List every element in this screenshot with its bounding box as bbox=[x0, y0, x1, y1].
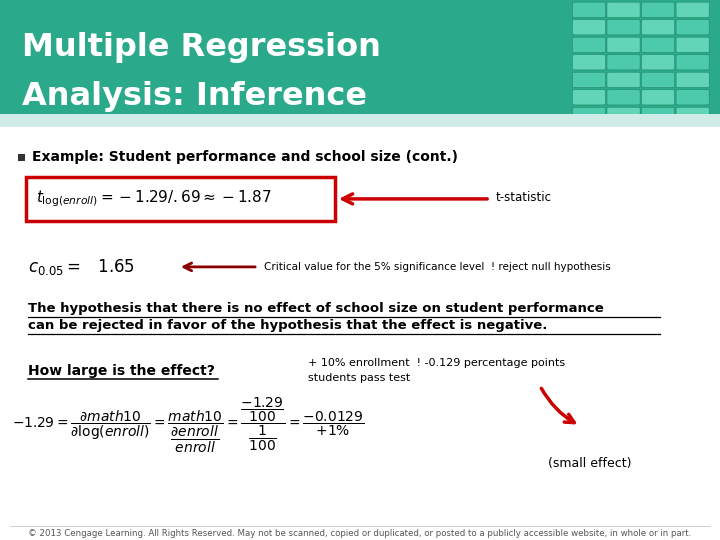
FancyBboxPatch shape bbox=[607, 37, 640, 52]
Text: $c_{0.05} = \;\;\; 1.65$: $c_{0.05} = \;\;\; 1.65$ bbox=[28, 257, 135, 277]
Text: students pass test: students pass test bbox=[308, 373, 410, 383]
FancyBboxPatch shape bbox=[642, 2, 675, 17]
FancyBboxPatch shape bbox=[642, 72, 675, 87]
FancyBboxPatch shape bbox=[676, 37, 709, 52]
Text: (small effect): (small effect) bbox=[548, 457, 631, 470]
FancyBboxPatch shape bbox=[642, 90, 675, 105]
Text: can be rejected in favor of the hypothesis that the effect is negative.: can be rejected in favor of the hypothes… bbox=[28, 319, 547, 333]
FancyBboxPatch shape bbox=[676, 55, 709, 70]
FancyBboxPatch shape bbox=[642, 107, 675, 123]
Text: Multiple Regression: Multiple Regression bbox=[22, 32, 380, 63]
Text: $-1.29 = \dfrac{\partial\mathit{math10}}{\partial\log(\mathit{enroll})} = \dfrac: $-1.29 = \dfrac{\partial\mathit{math10}}… bbox=[12, 396, 364, 455]
Bar bbox=[0, 114, 720, 127]
FancyBboxPatch shape bbox=[607, 55, 640, 70]
FancyBboxPatch shape bbox=[572, 37, 606, 52]
FancyBboxPatch shape bbox=[607, 19, 640, 35]
Text: t-statistic: t-statistic bbox=[496, 191, 552, 205]
FancyBboxPatch shape bbox=[642, 55, 675, 70]
FancyBboxPatch shape bbox=[572, 72, 606, 87]
FancyBboxPatch shape bbox=[676, 72, 709, 87]
FancyBboxPatch shape bbox=[676, 2, 709, 17]
FancyBboxPatch shape bbox=[572, 90, 606, 105]
FancyBboxPatch shape bbox=[607, 90, 640, 105]
FancyBboxPatch shape bbox=[676, 90, 709, 105]
FancyBboxPatch shape bbox=[26, 177, 335, 221]
Text: + 10% enrollment  ! -0.129 percentage points: + 10% enrollment ! -0.129 percentage poi… bbox=[308, 358, 565, 368]
FancyBboxPatch shape bbox=[572, 107, 606, 123]
FancyBboxPatch shape bbox=[642, 19, 675, 35]
Text: Analysis: Inference: Analysis: Inference bbox=[22, 81, 366, 112]
FancyBboxPatch shape bbox=[676, 19, 709, 35]
Text: © 2013 Cengage Learning. All Rights Reserved. May not be scanned, copied or dupl: © 2013 Cengage Learning. All Rights Rese… bbox=[28, 529, 692, 537]
Text: Critical value for the 5% significance level  ! reject null hypothesis: Critical value for the 5% significance l… bbox=[264, 262, 611, 272]
FancyBboxPatch shape bbox=[607, 107, 640, 123]
Text: How large is the effect?: How large is the effect? bbox=[28, 364, 215, 378]
Bar bbox=[18, 154, 25, 161]
FancyBboxPatch shape bbox=[572, 19, 606, 35]
FancyBboxPatch shape bbox=[572, 55, 606, 70]
Text: Example: Student performance and school size (cont.): Example: Student performance and school … bbox=[32, 150, 458, 164]
Text: $t_{\log(\mathit{enroll})} = -1.29/.69 \approx -1.87$: $t_{\log(\mathit{enroll})} = -1.29/.69 \… bbox=[36, 188, 271, 209]
Text: The hypothesis that there is no effect of school size on student performance: The hypothesis that there is no effect o… bbox=[28, 302, 604, 315]
FancyBboxPatch shape bbox=[642, 37, 675, 52]
FancyBboxPatch shape bbox=[676, 107, 709, 123]
FancyBboxPatch shape bbox=[607, 2, 640, 17]
FancyBboxPatch shape bbox=[572, 2, 606, 17]
FancyBboxPatch shape bbox=[607, 72, 640, 87]
